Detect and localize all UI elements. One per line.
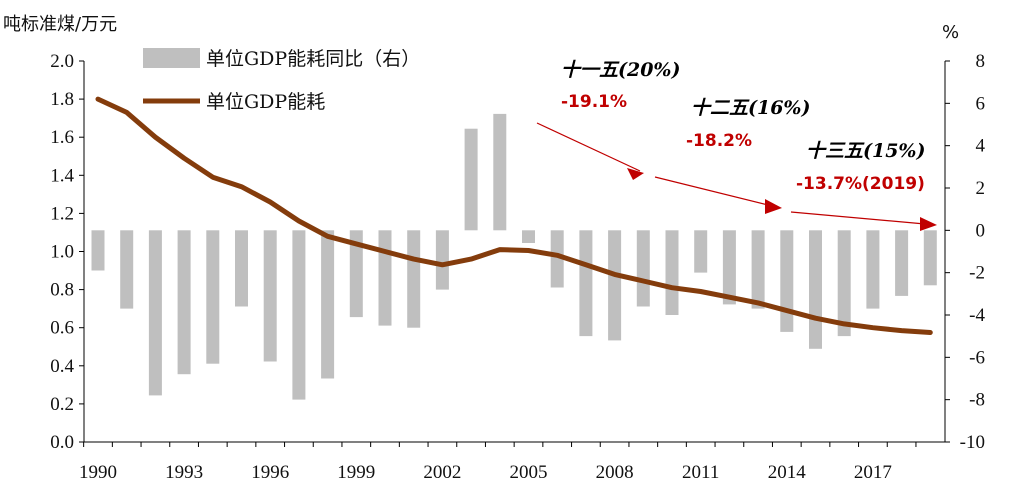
line-layer [95,96,933,335]
bar-2010 [665,230,679,315]
bar-2006 [550,230,564,288]
right-tick-label: 8 [976,51,986,72]
left-axis-unit-label: 吨标准煤/万元 [3,14,117,35]
x-tick-label: 2002 [423,462,461,483]
left-tick-label: 1.6 [50,127,74,148]
energy-intensity-line [95,96,933,335]
legend-line-label: 单位GDP能耗 [206,91,325,113]
right-tick-label: 4 [976,136,986,157]
trend-arrow-3-head [920,217,937,231]
left-tick-label: 1.0 [50,242,74,263]
bar-1999 [349,230,363,318]
right-tick-label: -2 [969,263,985,284]
trend-arrow-2-head [765,199,782,214]
trend-arrow-3-line [790,211,926,225]
bar-1997 [292,230,306,400]
right-tick-label: 2 [976,178,986,199]
bar-2002 [435,230,449,290]
left-tick-label: 1.8 [50,89,74,110]
left-tick-label: 0.0 [50,432,74,453]
x-tick-label: 1990 [79,462,117,483]
bar-2014 [780,230,794,332]
x-tick-label: 1993 [165,462,203,483]
left-tick-label: 2.0 [50,51,74,72]
bar-1994 [206,230,220,364]
bar-2019 [923,230,937,286]
plan-title-13th: 十三五(15%) [806,140,925,162]
x-tick-label: 2008 [596,462,634,483]
bar-2013 [751,230,765,309]
bar-2001 [407,230,421,328]
plan-value-13th: -13.7%(2019) [796,174,925,194]
bar-2011 [694,230,708,273]
right-tick-label: -8 [969,390,985,411]
bar-1991 [120,230,134,309]
legend-bar-swatch [143,48,200,68]
bar-2005 [522,230,535,243]
plan-annotations: 十一五(20%) -19.1% 十二五(16%) -18.2% 十三五(15%)… [536,59,937,231]
x-tick-label: 2011 [682,462,719,483]
bar-2008 [608,230,622,341]
left-tick-label: 0.6 [50,318,74,339]
bar-1995 [235,230,248,307]
bar-2003 [464,128,478,231]
right-tick-label: 0 [976,220,986,241]
right-tick-label: -4 [969,305,985,326]
bars-layer [91,113,937,400]
trend-arrow-1-line [536,122,641,172]
left-tick-label: 1.4 [50,165,74,186]
right-tick-label: 6 [976,93,986,114]
bar-2015 [809,230,822,349]
right-tick-label: -10 [960,432,985,453]
x-tick-label: 1999 [337,462,375,483]
left-tick-label: 1.2 [50,203,74,224]
x-tick-label: 2017 [854,462,892,483]
axes-layer: 2.0 1.8 1.6 1.4 1.2 1.0 0.8 0.6 0.4 0.2 0.0 8 6 4 2 0 -2… [50,51,985,483]
legend-bar-label: 单位GDP能耗同比（右） [206,48,420,70]
bar-1990 [91,230,105,271]
plan-title-12th: 十二五(16%) [691,97,810,119]
left-tick-label: 0.4 [50,356,74,377]
trend-arrow-1-head [627,168,644,180]
legend: 单位GDP能耗同比（右） 单位GDP能耗 [143,48,420,113]
plan-value-11th: -19.1% [561,92,627,112]
bar-2017 [866,230,880,309]
bar-2000 [378,230,392,326]
plan-value-12th: -18.2% [686,131,752,151]
x-tick-label: 2014 [768,462,807,483]
bar-2018 [895,230,909,296]
bar-1993 [177,230,191,375]
trend-arrow-2-line [654,176,777,208]
bar-2016 [837,230,851,337]
x-tick-label: 2005 [510,462,548,483]
bar-2007 [579,230,593,337]
plan-title-11th: 十一五(20%) [561,59,680,81]
bar-2004 [493,113,507,231]
x-tick-label: 1996 [251,462,289,483]
right-tick-label: -6 [969,347,985,368]
bar-1998 [321,230,335,379]
bar-2009 [636,230,650,307]
left-tick-label: 0.8 [50,280,74,301]
bar-1992 [148,230,162,396]
bar-2012 [722,230,736,305]
left-tick-label: 0.2 [50,394,74,415]
right-axis-unit-label: % [942,22,959,43]
bar-1996 [263,230,277,362]
